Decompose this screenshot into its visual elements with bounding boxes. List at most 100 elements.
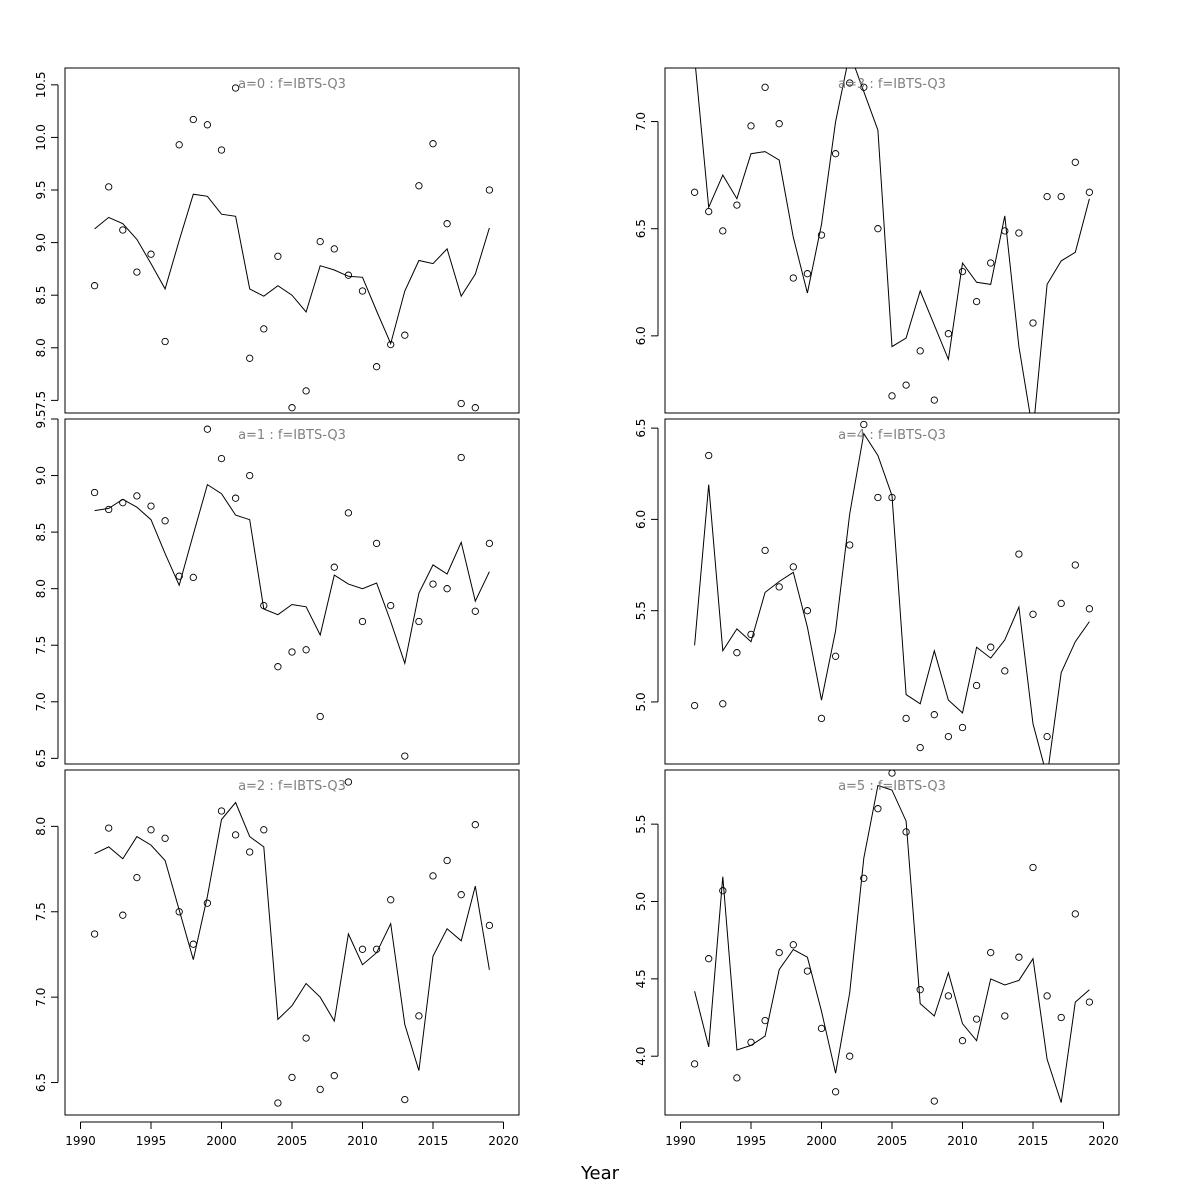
observed-point — [133, 268, 141, 276]
observed-point — [344, 271, 353, 279]
observed-point — [972, 1015, 981, 1023]
fitted-line — [695, 68, 1090, 413]
observed-point — [429, 580, 437, 588]
observed-point — [733, 649, 741, 657]
observed-point — [972, 681, 981, 690]
observed-point — [705, 451, 713, 460]
observed-point — [1015, 229, 1023, 237]
observed-point — [203, 121, 212, 129]
observed-point — [471, 404, 479, 412]
observed-point — [789, 941, 797, 949]
observed-point — [874, 493, 882, 502]
observed-point — [189, 573, 197, 582]
x-tick-label: 1990 — [665, 1134, 696, 1148]
x-tick-label: 2005 — [277, 1134, 308, 1148]
observed-point — [902, 828, 910, 836]
y-tick-label: 7.0 — [634, 112, 648, 131]
y-tick-label: 8.0 — [34, 338, 48, 357]
observed-point — [944, 732, 953, 741]
observed-point — [401, 752, 409, 760]
x-axis-label: Year — [580, 1163, 620, 1184]
observed-point — [161, 337, 169, 346]
y-tick-label: 6.5 — [34, 749, 48, 768]
observed-point — [916, 347, 924, 355]
observed-point — [747, 630, 755, 639]
y-tick-label: 10.5 — [34, 71, 48, 98]
y-tick-label: 8.5 — [34, 286, 48, 305]
observed-point — [944, 992, 953, 1000]
observed-point — [846, 541, 854, 549]
observed-point — [831, 150, 840, 158]
panel-title: a=3 : f=IBTS-Q3 — [838, 77, 946, 92]
observed-point — [930, 711, 938, 719]
x-tick-label: 1995 — [136, 1134, 167, 1148]
panel-title: a=4 : f=IBTS-Q3 — [838, 428, 946, 443]
observed-point — [831, 1088, 840, 1096]
panel-frame — [664, 67, 1120, 414]
observed-point — [387, 340, 395, 349]
observed-point — [958, 1037, 967, 1045]
observed-point — [387, 896, 395, 904]
observed-point — [1085, 998, 1094, 1006]
observed-point — [846, 79, 854, 87]
observed-point — [1001, 227, 1009, 235]
observed-point — [747, 122, 755, 130]
y-tick-label: 6.5 — [634, 419, 648, 438]
observed-point — [902, 381, 910, 389]
panel-4: a=2 : f=IBTS-Q3 6.5 7.0 7.5 8.0 1990 1995 2000 2… — [34, 769, 520, 1148]
observed-point — [358, 287, 367, 295]
observed-point — [443, 856, 451, 865]
y-tick-label: 8.0 — [34, 817, 48, 836]
observed-point — [133, 492, 141, 500]
observed-point — [288, 648, 296, 656]
observed-point — [1029, 863, 1037, 872]
observed-point — [902, 714, 910, 723]
observed-point — [719, 700, 727, 708]
observed-point — [817, 714, 826, 723]
observed-point — [1043, 992, 1051, 1000]
y-tick-label: 6.0 — [634, 326, 648, 345]
observed-point — [733, 201, 741, 209]
y-tick-label: 6.5 — [34, 1073, 48, 1092]
observed-point — [105, 183, 113, 191]
observed-point — [930, 1097, 938, 1105]
observed-point — [987, 948, 995, 957]
observed-point — [231, 84, 240, 92]
observed-point — [330, 563, 338, 571]
observed-point — [217, 454, 226, 463]
y-tick-label: 6.5 — [634, 219, 648, 238]
y-tick-label: 4.0 — [634, 1047, 648, 1066]
observed-point — [372, 945, 381, 953]
observed-point — [761, 1016, 769, 1025]
observed-point — [274, 252, 282, 260]
observed-point — [161, 517, 169, 525]
observed-point — [344, 509, 353, 517]
observed-point — [203, 425, 212, 433]
observed-point — [747, 1038, 755, 1046]
observed-point — [401, 331, 409, 339]
observed-point — [344, 778, 353, 786]
y-tick-label: 7.5 — [34, 636, 48, 655]
observed-point — [775, 120, 783, 128]
observed-point — [387, 601, 395, 610]
observed-point — [260, 826, 268, 834]
observed-point — [803, 270, 812, 278]
y-tick-label: 7.0 — [34, 692, 48, 711]
observed-point — [415, 1012, 423, 1020]
observed-point — [302, 387, 310, 395]
y-tick-label: 8.0 — [34, 579, 48, 598]
observed-point — [457, 453, 465, 462]
panel-frame — [64, 769, 520, 1116]
observed-point — [705, 207, 713, 216]
observed-point — [888, 392, 896, 400]
observed-point — [1029, 319, 1037, 327]
x-tick-label: 1990 — [65, 1134, 96, 1148]
y-tick-label: 7.5 — [34, 391, 48, 410]
x-tick-label: 2020 — [488, 1134, 519, 1148]
y-tick-label: 5.5 — [634, 601, 648, 620]
observed-point — [175, 572, 183, 580]
observed-point — [690, 188, 699, 196]
observed-point — [789, 563, 797, 571]
y-tick-label: 8.5 — [34, 523, 48, 542]
x-tick-label: 2005 — [877, 1134, 908, 1148]
